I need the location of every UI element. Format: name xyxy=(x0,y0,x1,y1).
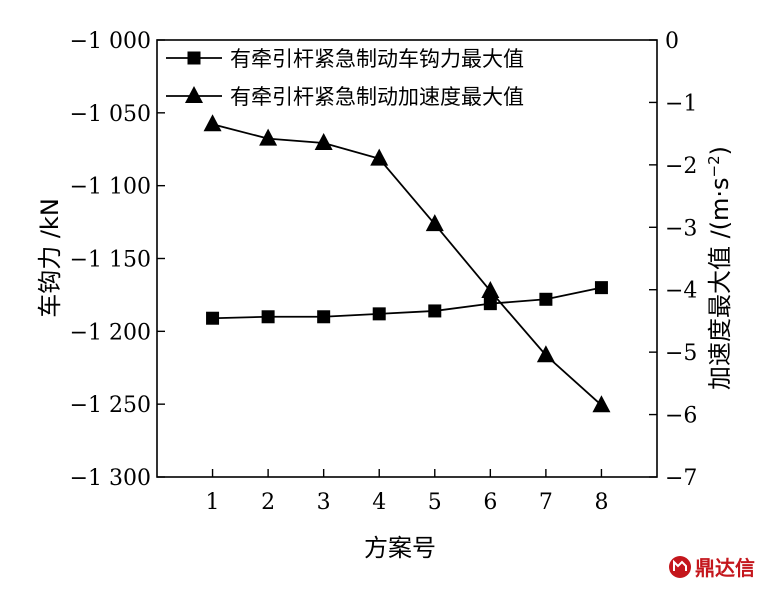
x-tick-label: 6 xyxy=(483,490,497,515)
legend-label-1: 有牵引杆紧急制动车钩力最大值 xyxy=(230,47,524,71)
left-tick-label: −1 300 xyxy=(70,466,151,491)
series-2-point xyxy=(536,345,555,363)
left-tick-label: −1 100 xyxy=(70,175,151,200)
x-tick-label: 2 xyxy=(261,490,275,515)
series-1-point xyxy=(261,310,275,324)
series-1-point xyxy=(206,311,220,325)
series-line-2 xyxy=(212,123,603,406)
right-axis-title-main: 加速度最大值 /(m·s xyxy=(706,177,734,390)
x-tick-label: 5 xyxy=(428,490,442,515)
left-tick-label: −1 000 xyxy=(70,29,151,54)
series-1-point xyxy=(594,281,608,295)
right-axis-title-close: ) xyxy=(706,146,734,155)
right-tick-label: −6 xyxy=(665,404,697,429)
right-tick-label: 0 xyxy=(665,29,679,54)
right-tick-label: −2 xyxy=(665,154,697,179)
left-tick-label: −1 200 xyxy=(70,320,151,345)
right-axis-title-sup: −2 xyxy=(705,155,723,177)
series-2-point xyxy=(314,133,333,151)
right-tick-label: −4 xyxy=(665,279,697,304)
watermark: 鼎达信 xyxy=(669,556,755,580)
series-layer xyxy=(203,114,611,413)
x-tick-label: 8 xyxy=(594,490,608,515)
ticks: −1 000−1 050−1 100−1 150−1 200−1 250−1 3… xyxy=(70,29,698,515)
legend-marker-triangle xyxy=(185,86,203,103)
series-1-point xyxy=(428,304,442,318)
series-1-point xyxy=(372,307,386,321)
watermark-text: 鼎达信 xyxy=(695,556,755,580)
series-2-point xyxy=(592,395,611,413)
right-tick-label: −3 xyxy=(665,216,697,241)
series-2-point xyxy=(481,280,500,298)
series-2-point xyxy=(425,214,444,232)
series-line-1 xyxy=(212,286,602,320)
left-tick-label: −1 050 xyxy=(70,102,151,127)
x-tick-label: 7 xyxy=(539,490,553,515)
x-tick-label: 4 xyxy=(372,490,386,515)
series-2-point xyxy=(203,114,222,132)
right-tick-label: −7 xyxy=(665,466,697,491)
right-axis-title: 加速度最大值 /(m·s−2) xyxy=(705,146,734,390)
watermark-logo-mark xyxy=(673,559,687,571)
right-tick-label: −5 xyxy=(665,341,697,366)
x-tick-label: 1 xyxy=(206,490,220,515)
legend-marker-square xyxy=(187,51,201,65)
series-1-point xyxy=(317,310,331,324)
series-2-point xyxy=(259,128,278,146)
watermark-logo-icon xyxy=(669,556,691,578)
right-tick-label: −1 xyxy=(665,91,697,116)
left-tick-label: −1 250 xyxy=(70,393,151,418)
left-tick-label: −1 150 xyxy=(70,248,151,273)
series-1-point xyxy=(483,297,497,311)
x-axis-title: 方案号 xyxy=(364,534,436,562)
legend-label-2: 有牵引杆紧急制动加速度最大值 xyxy=(230,85,524,109)
left-axis-title: 车钩力 /kN xyxy=(36,198,64,318)
series-2-point xyxy=(370,148,389,166)
x-tick-label: 3 xyxy=(317,490,331,515)
series-1-point xyxy=(539,292,553,306)
